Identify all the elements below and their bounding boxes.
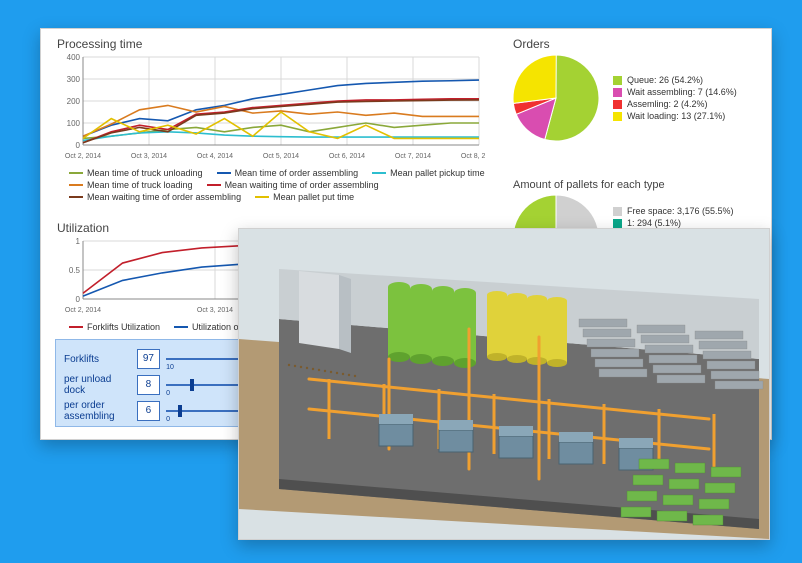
pie-legend-label: Free space: 3,176 (55.5%) [627, 206, 734, 216]
svg-text:Oct 3, 2014: Oct 3, 2014 [197, 307, 233, 314]
pie-legend-swatch [613, 207, 622, 216]
orders-pie-legend: Queue: 26 (54.2%) Wait assembling: 7 (14.… [613, 73, 737, 123]
svg-text:Oct 2, 2014: Oct 2, 2014 [65, 307, 101, 314]
legend-swatch [69, 196, 83, 198]
svg-text:Oct 6, 2014: Oct 6, 2014 [329, 153, 365, 160]
legend-swatch [207, 184, 221, 186]
legend-swatch [174, 326, 188, 328]
pallets-title: Amount of pallets for each type [513, 179, 761, 191]
legend-item: Mean time of truck unloading [69, 168, 203, 178]
pie-legend-item: Wait assembling: 7 (14.6%) [613, 87, 737, 97]
processing-title: Processing time [57, 37, 485, 51]
render-card [238, 228, 770, 540]
processing-legend: Mean time of truck unloading Mean time of… [55, 168, 485, 202]
legend-swatch [372, 172, 386, 174]
svg-text:0.5: 0.5 [69, 266, 81, 275]
pie-legend-label: 1: 294 (5.1%) [627, 218, 681, 228]
svg-text:Oct 2, 2014: Oct 2, 2014 [65, 153, 101, 160]
pie-legend-swatch [613, 100, 622, 109]
svg-text:Oct 7, 2014: Oct 7, 2014 [395, 153, 431, 160]
processing-chart: 0 100 200 300 400 Oct 2, 2014 Oct 3, 2014 Oct 4… [55, 53, 485, 161]
slider-left-label: per order assembling [64, 400, 131, 422]
orders-section: Orders Queue: 26 (54.2%) Wait assembling:… [511, 37, 761, 143]
legend-swatch [217, 172, 231, 174]
legend-label: Mean waiting time of order assembling [225, 180, 379, 190]
legend-label: Mean pallet pickup time [390, 168, 485, 178]
slider-left-label: Forklifts [64, 354, 131, 365]
legend-label: Mean time of truck loading [87, 180, 193, 190]
pie-legend-swatch [613, 219, 622, 228]
svg-text:Oct 3, 2014: Oct 3, 2014 [131, 153, 167, 160]
legend-label: Mean time of truck unloading [87, 168, 203, 178]
slider-value-box[interactable]: 8 [137, 375, 161, 395]
pie-legend-swatch [613, 76, 622, 85]
orders-pie-chart [511, 53, 601, 143]
orders-title: Orders [513, 37, 761, 51]
legend-swatch [69, 326, 83, 328]
legend-swatch [69, 184, 83, 186]
legend-item: Mean pallet put time [255, 192, 354, 202]
legend-swatch [69, 172, 83, 174]
legend-item: Mean pallet pickup time [372, 168, 485, 178]
legend-swatch [255, 196, 269, 198]
svg-text:300: 300 [67, 75, 81, 84]
slider-value-box[interactable]: 97 [137, 349, 161, 369]
legend-item: Mean waiting time of order assembling [69, 192, 241, 202]
pie-legend-swatch [613, 88, 622, 97]
legend-item: Mean time of order assembling [217, 168, 359, 178]
slider-value-box[interactable]: 6 [137, 401, 161, 421]
pie-legend-item: Free space: 3,176 (55.5%) [613, 206, 734, 216]
processing-section: Processing time 0 100 200 300 400 Oct 2, 2014… [55, 37, 485, 202]
svg-text:100: 100 [67, 119, 81, 128]
legend-item: Mean waiting time of order assembling [207, 180, 379, 190]
pie-legend-label: Assemling: 2 (4.2%) [627, 99, 708, 109]
pie-legend-swatch [613, 112, 622, 121]
legend-label: Mean time of order assembling [235, 168, 359, 178]
svg-text:Oct 8, 2014: Oct 8, 2014 [461, 153, 485, 160]
svg-text:Oct 4, 2014: Oct 4, 2014 [197, 153, 233, 160]
svg-text:400: 400 [67, 53, 81, 62]
svg-text:1: 1 [76, 237, 81, 246]
legend-label: Forklifts Utilization [87, 322, 160, 332]
pie-legend-label: Wait loading: 13 (27.1%) [627, 111, 725, 121]
warehouse-3d-render [239, 229, 769, 539]
pie-legend-item: Queue: 26 (54.2%) [613, 75, 737, 85]
legend-item: Forklifts Utilization [69, 322, 160, 332]
pie-legend-item: Assemling: 2 (4.2%) [613, 99, 737, 109]
pie-legend-label: Wait assembling: 7 (14.6%) [627, 87, 737, 97]
svg-text:Oct 5, 2014: Oct 5, 2014 [263, 153, 299, 160]
pie-legend-item: 1: 294 (5.1%) [613, 218, 734, 228]
pie-legend-label: Queue: 26 (54.2%) [627, 75, 703, 85]
legend-item: Mean time of truck loading [69, 180, 193, 190]
slider-left-label: per unload dock [64, 374, 131, 396]
svg-text:200: 200 [67, 97, 81, 106]
legend-label: Mean pallet put time [273, 192, 354, 202]
legend-label: Mean waiting time of order assembling [87, 192, 241, 202]
svg-text:0: 0 [76, 141, 81, 150]
pie-legend-item: Wait loading: 13 (27.1%) [613, 111, 737, 121]
svg-text:0: 0 [76, 295, 81, 304]
